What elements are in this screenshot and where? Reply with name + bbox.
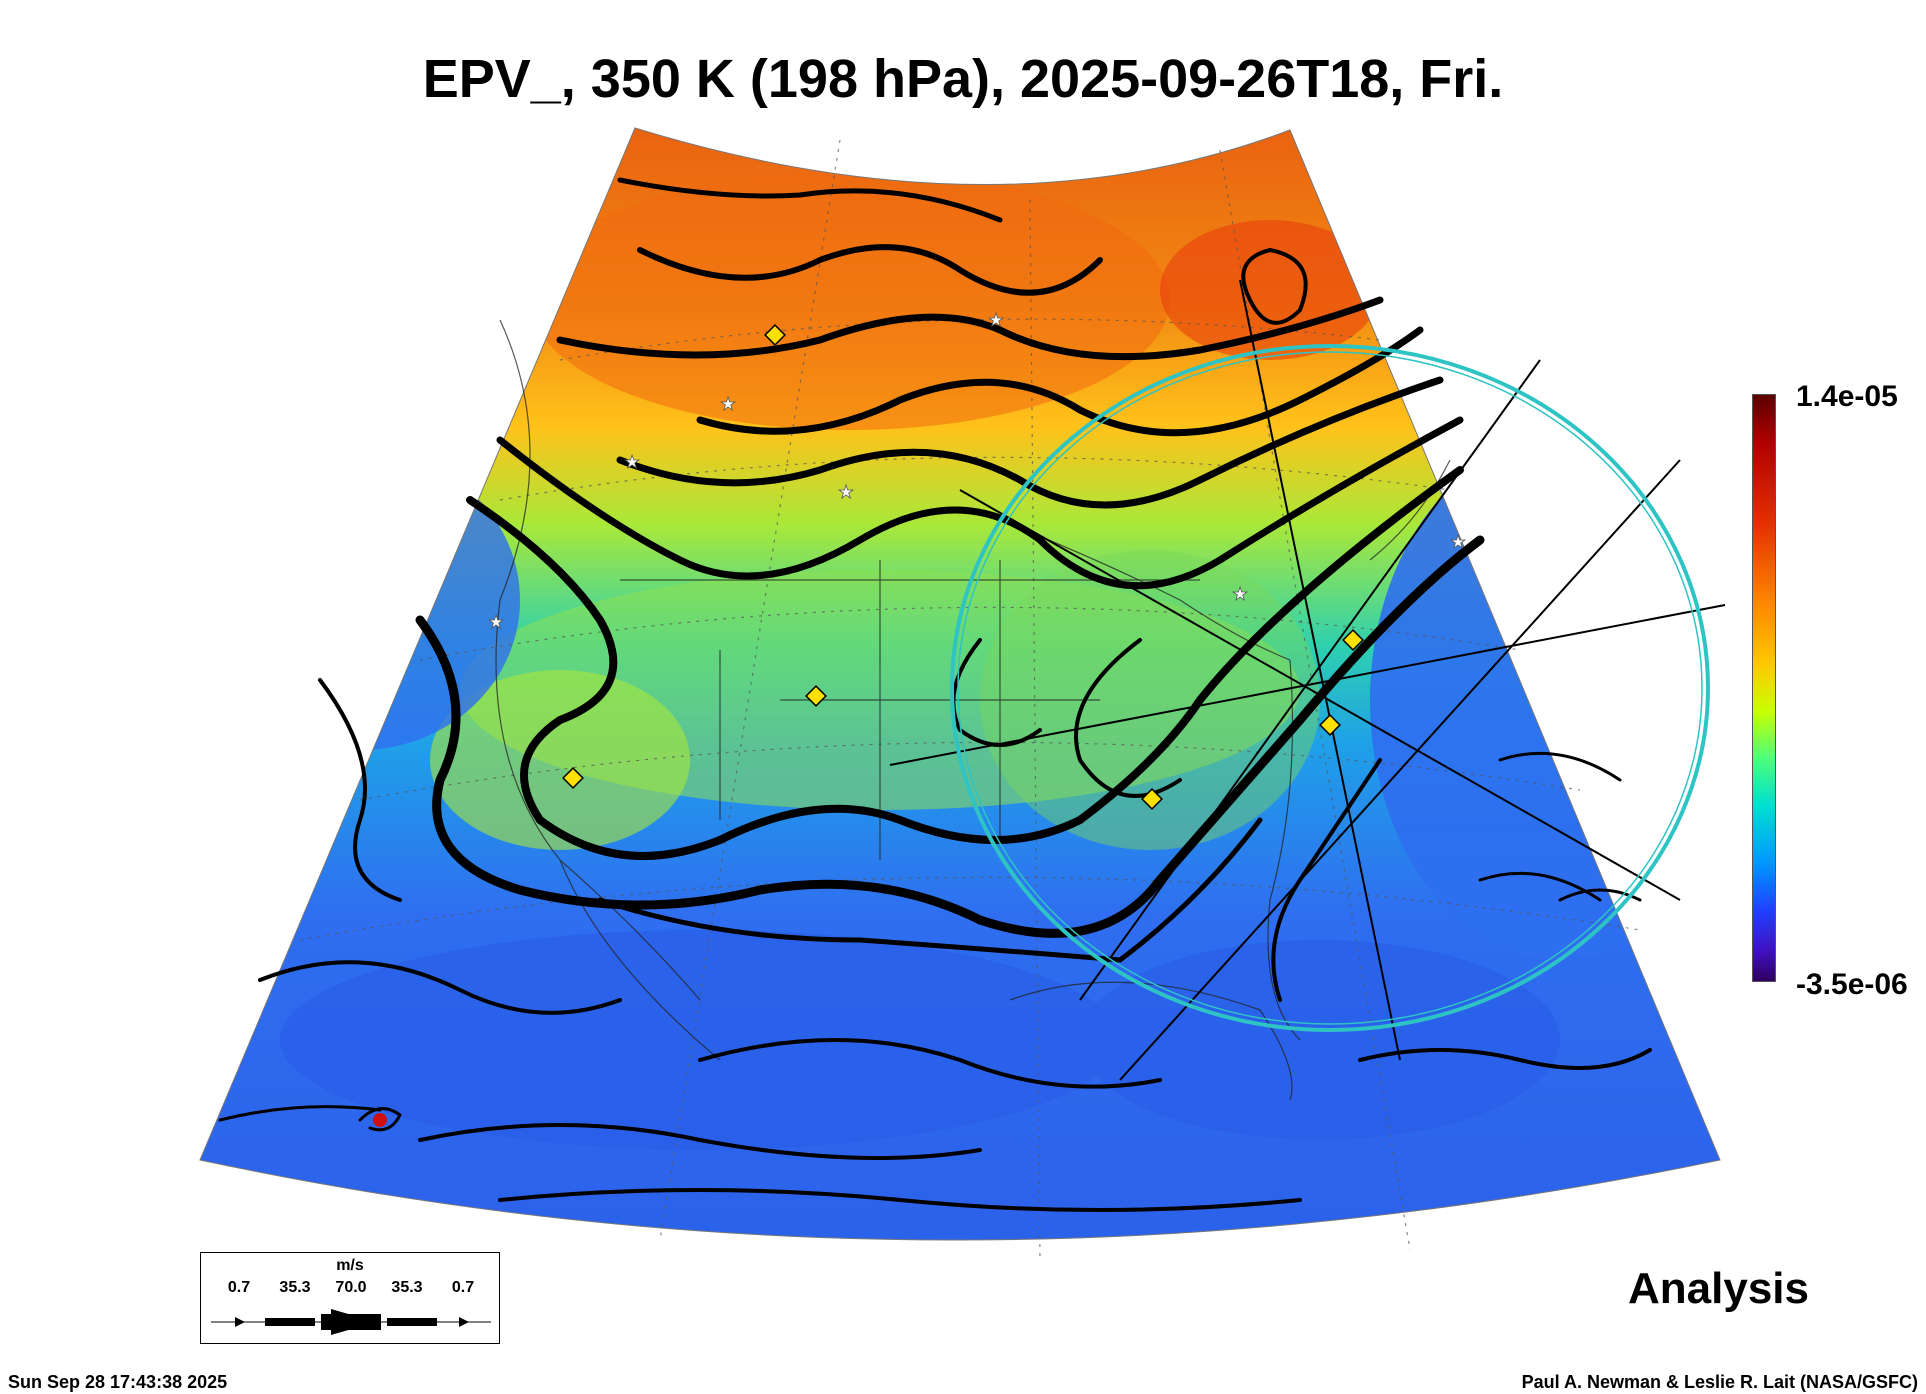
svg-text:★: ★ xyxy=(1450,532,1466,552)
colorbar xyxy=(1752,394,1776,982)
range-ring xyxy=(950,344,1710,1032)
wind-scale-label: 70.0 xyxy=(335,1279,367,1296)
wind-scale-legend: m/s 0.7 35.3 70.0 35.3 0.7 xyxy=(200,1252,500,1344)
svg-text:★: ★ xyxy=(988,310,1004,330)
svg-text:★: ★ xyxy=(624,452,640,472)
wind-scale-label: 35.3 xyxy=(279,1279,311,1296)
map-title: EPV_, 350 K (198 hPa), 2025-09-26T18, Fr… xyxy=(422,49,1504,109)
wind-streamlines xyxy=(218,177,1652,1212)
svg-text:★: ★ xyxy=(1232,584,1248,604)
cross-section-lines xyxy=(889,279,1726,1081)
station-markers xyxy=(562,324,1364,810)
footer-credit: Paul A. Newman & Leslie R. Lait (NASA/GS… xyxy=(1521,1372,1918,1392)
coastlines xyxy=(495,319,1451,1101)
wind-scale-label: 0.7 xyxy=(227,1279,251,1296)
wind-scale-units: m/s xyxy=(336,1257,364,1274)
analysis-label: Analysis xyxy=(1628,1264,1809,1313)
wind-scale-label: 0.7 xyxy=(451,1279,475,1296)
site-stars: ★ ★ ★ ★ ★ ★ ★ xyxy=(488,310,1467,633)
footer-timestamp: Sun Sep 28 17:43:38 2025 xyxy=(8,1372,228,1392)
svg-text:★: ★ xyxy=(488,612,504,632)
wind-scale-label: 35.3 xyxy=(391,1279,423,1296)
colorbar-max-label: 1.4e-05 xyxy=(1796,380,1898,413)
map-boundary xyxy=(199,127,1721,1241)
svg-text:★: ★ xyxy=(720,394,736,414)
svg-text:★: ★ xyxy=(838,482,854,502)
epv-field xyxy=(200,128,1720,1240)
wind-scale-arrows xyxy=(211,1309,491,1335)
colorbar-min-label: -3.5e-06 xyxy=(1796,968,1908,1001)
